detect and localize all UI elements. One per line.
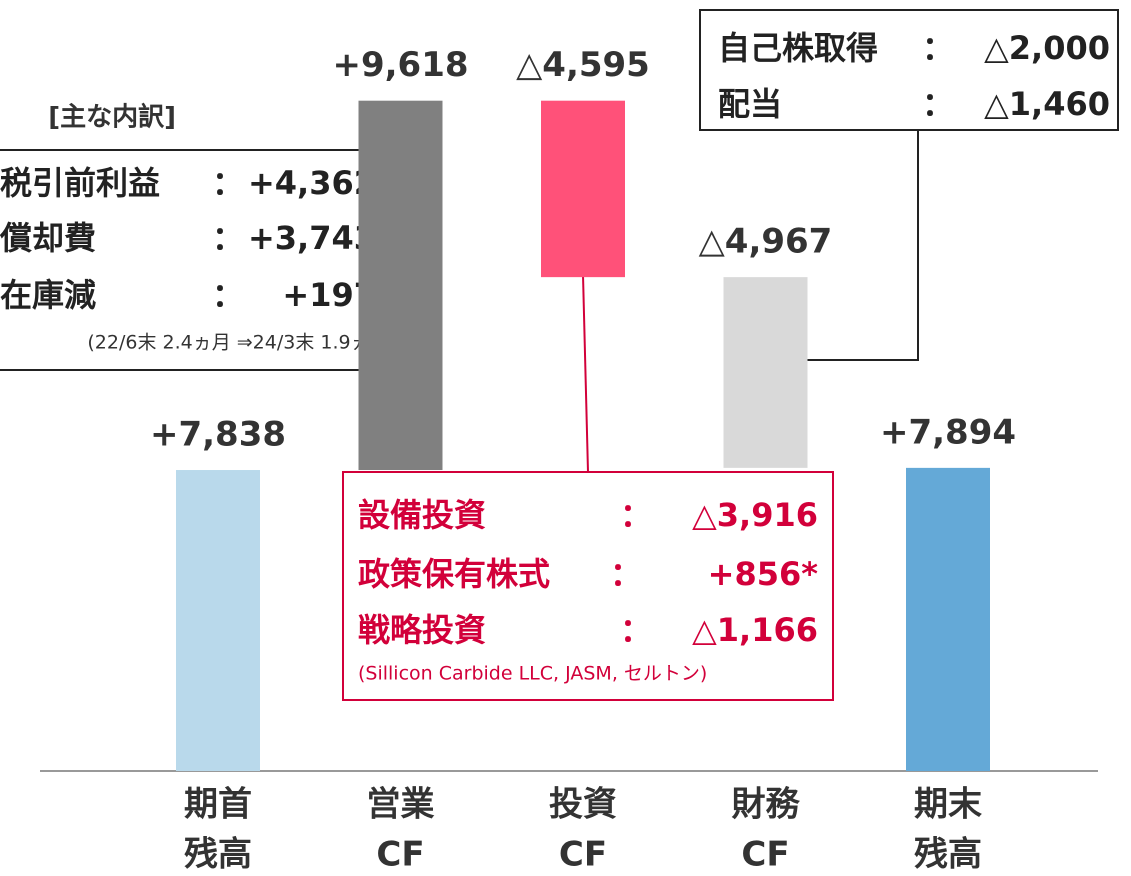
annotation-separator: ： [922,29,954,67]
annotation-label: 設備投資 [358,496,486,534]
bar [906,467,990,771]
value-label: +7,894 [880,412,1016,452]
x-tick-label: CF [741,835,789,875]
bar [176,470,260,771]
annotation-label: 在庫減 [0,276,96,314]
bar [723,277,808,468]
annotation-value: +3,743 [248,219,376,257]
annotation-label: 戦略投資 [358,611,486,649]
value-label: △4,967 [699,222,833,262]
bar [541,100,625,278]
annotation-note: (Sillicon Carbide LLC, JASM, セルトン) [358,663,707,685]
annotation-value: +856* [708,555,819,593]
x-tick-label: 営業 [367,785,435,825]
value-label: +9,618 [332,45,468,85]
connector [582,274,589,473]
annotation-separator: ： [212,276,244,314]
connector [806,130,919,361]
annotation-value: △3,916 [692,496,818,534]
x-tick-label: 期末 [914,785,982,825]
annotation-separator: ： [610,555,642,593]
x-tick-label: 投資 [549,785,617,825]
annotation-label: 配当 [718,85,782,123]
x-tick-label: 残高 [914,835,982,875]
annotation-note: (22/6末 2.4ヵ月 ⇒24/3末 1.9ヵ月) [87,332,396,354]
value-label: △4,595 [516,45,650,85]
x-tick-label: 残高 [184,835,252,875]
x-tick-label: 期首 [184,785,252,825]
annotation-label: 税引前利益 [0,164,160,202]
x-tick-label: 財務 [732,785,801,825]
annotation-label: 政策保有株式 [358,555,550,593]
annotation-box [342,471,834,701]
annotation-separator: ： [620,496,652,534]
annotation-heading: [主な内訳] [48,102,176,133]
annotation-value: △1,166 [692,611,818,649]
bar [358,100,443,471]
annotation-value: △2,000 [984,29,1110,67]
x-tick-label: CF [559,835,607,875]
annotation-value: △1,460 [984,85,1110,123]
annotation-value: +4,362 [248,164,376,202]
annotation-separator: ： [212,164,244,202]
annotation-separator: ： [212,219,244,257]
annotation-label: 自己株取得 [718,29,878,67]
annotation-box [699,9,1119,131]
x-tick-label: CF [376,835,424,875]
value-label: +7,838 [150,415,286,455]
annotation-label: 償却費 [0,219,96,257]
annotation-separator: ： [922,85,954,123]
annotation-separator: ： [620,611,652,649]
